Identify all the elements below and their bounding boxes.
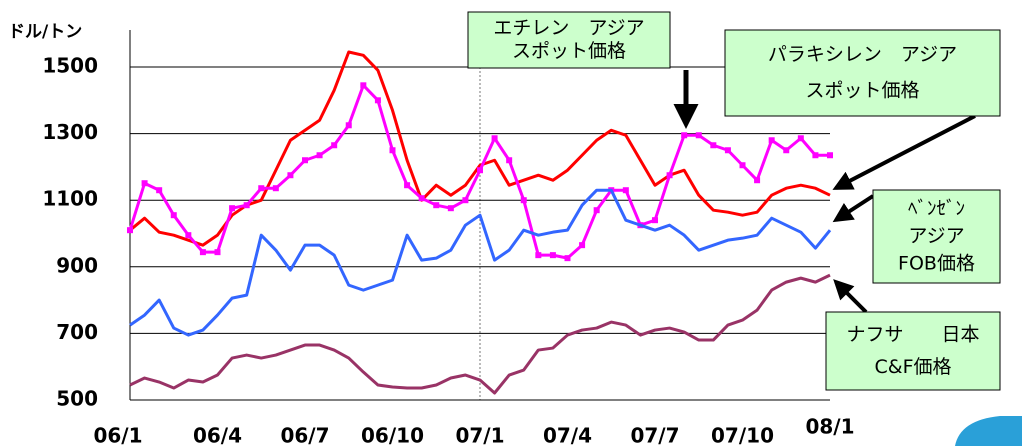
x-tick-label: 06/1 [93, 424, 142, 446]
point-marker [199, 249, 206, 256]
point-marker [827, 152, 833, 159]
x-tick-label: 07/1 [455, 424, 504, 446]
y-tick-label: 1300 [42, 120, 98, 144]
annotation-text: ﾍﾞﾝｾﾞﾝ [908, 198, 965, 220]
annotation-text: スポット価格 [805, 79, 919, 101]
point-marker [214, 249, 221, 256]
series-line [129, 273, 831, 395]
point-marker [258, 185, 265, 192]
y-tick-label: 900 [56, 253, 98, 277]
y-axis-label: ドル/トン [8, 22, 82, 42]
x-tick-label: 06/4 [193, 424, 242, 446]
point-marker [652, 217, 658, 224]
point-marker [681, 132, 688, 139]
point-marker [724, 147, 731, 154]
y-tick-label: 1500 [42, 54, 98, 78]
point-marker [447, 205, 454, 212]
y-tick-label: 700 [56, 320, 98, 344]
annotation-box [872, 189, 1001, 284]
point-marker [783, 147, 790, 154]
point-marker [666, 172, 673, 179]
annotation-box [825, 311, 1001, 391]
arrow [833, 279, 868, 314]
annotation-text: C&F価格 [874, 356, 951, 378]
annotation-text: ナフサ 日本 [846, 323, 979, 345]
annotation-text: アジア [908, 225, 964, 247]
x-tick-label: 06/10 [361, 424, 424, 446]
point-marker [506, 157, 513, 164]
point-marker [433, 202, 440, 209]
point-marker [491, 135, 498, 142]
point-marker [302, 157, 308, 164]
point-marker [418, 195, 425, 202]
point-marker [243, 202, 250, 209]
point-marker [141, 180, 148, 187]
point-marker [316, 152, 323, 159]
x-tick-label: 08/1 [805, 415, 854, 439]
annotation-box [467, 11, 671, 69]
point-marker [404, 182, 411, 189]
x-tick-label: 07/10 [711, 424, 774, 446]
point-marker [331, 142, 338, 149]
point-marker [374, 97, 381, 104]
point-marker [754, 177, 761, 184]
y-tick-label: 500 [56, 387, 98, 411]
x-tick-label: 07/4 [543, 424, 592, 446]
annotation-text: スポット価格 [512, 40, 626, 62]
point-marker [229, 205, 236, 212]
point-marker [360, 82, 367, 89]
annotation-text: エチレン アジア [493, 17, 644, 39]
point-marker [477, 167, 483, 174]
point-marker [710, 142, 717, 149]
point-marker [564, 255, 571, 262]
arrow [832, 194, 875, 223]
point-marker [156, 187, 163, 194]
point-marker [768, 137, 775, 144]
point-marker [622, 187, 629, 194]
point-marker [272, 185, 279, 192]
point-marker [389, 147, 396, 154]
y-tick-label: 1100 [42, 187, 98, 211]
point-marker [535, 252, 542, 259]
point-marker [812, 152, 819, 159]
annotation-text: FOB価格 [898, 252, 975, 274]
point-marker [127, 227, 133, 234]
series-line [129, 188, 832, 337]
point-marker [170, 212, 177, 219]
arrow [832, 114, 976, 190]
x-tick-label: 07/7 [630, 424, 679, 446]
point-marker [185, 232, 192, 239]
point-marker [287, 172, 294, 179]
point-marker [579, 242, 586, 249]
point-marker [695, 132, 702, 139]
point-marker [345, 122, 352, 129]
point-marker [797, 135, 804, 142]
annotation-box [724, 29, 1001, 117]
point-marker [739, 162, 746, 169]
annotation-text: パラキシレン アジア [768, 44, 957, 66]
x-tick-label: 06/7 [280, 424, 329, 446]
point-marker [549, 252, 556, 259]
point-marker [462, 197, 469, 204]
point-marker [520, 197, 527, 204]
corner-decoration [955, 416, 1022, 446]
point-marker [593, 207, 600, 214]
